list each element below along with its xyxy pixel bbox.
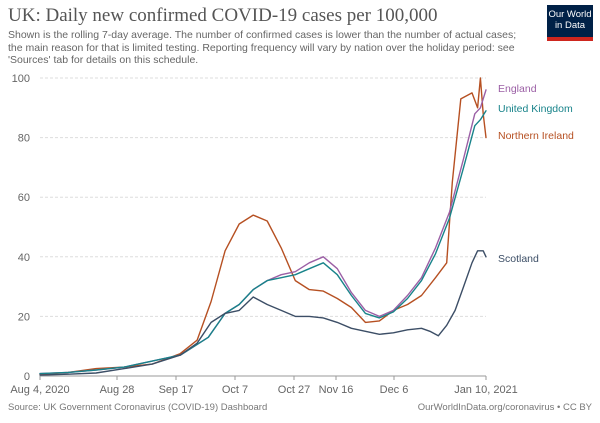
owid-logo[interactable]: Our World in Data bbox=[547, 5, 593, 41]
legend-labels: Northern Ireland England United Kingdom Sco… bbox=[498, 83, 574, 265]
series-label-united-kingdom[interactable]: United Kingdom bbox=[498, 103, 573, 115]
gridlines bbox=[40, 77, 486, 377]
x-tick-label: Sep 17 bbox=[159, 384, 194, 396]
x-tick-label: Oct 7 bbox=[222, 384, 248, 396]
series-line-england[interactable] bbox=[39, 89, 487, 375]
series-label-england[interactable]: England bbox=[498, 83, 537, 95]
chart-subtitle: Shown is the rolling 7-day average. The … bbox=[8, 29, 517, 66]
y-tick-label: 0 bbox=[24, 371, 30, 383]
series-label-scotland[interactable]: Scotland bbox=[498, 253, 539, 265]
x-tick-label: Aug 28 bbox=[100, 384, 135, 396]
source-note[interactable]: Source: UK Government Coronavirus (COVID… bbox=[8, 402, 268, 413]
y-tick-label: 80 bbox=[18, 133, 30, 145]
x-axis: Aug 4, 2020 Aug 28 Sep 17 Oct 7 Oct 27 Nov 16… bbox=[10, 376, 518, 396]
logo-line-1: Our World bbox=[548, 9, 592, 20]
series-label-northern-ireland[interactable]: Northern Ireland bbox=[498, 130, 574, 142]
series-lines bbox=[39, 77, 487, 376]
x-tick-label: Oct 27 bbox=[278, 384, 310, 396]
logo-accent-bar bbox=[547, 37, 593, 41]
x-tick-label: Dec 6 bbox=[380, 384, 409, 396]
y-tick-label: 20 bbox=[18, 311, 30, 323]
chart-title: UK: Daily new confirmed COVID-19 cases p… bbox=[8, 5, 438, 26]
y-tick-label: 40 bbox=[18, 252, 30, 264]
x-tick-label: Aug 4, 2020 bbox=[10, 384, 69, 396]
credit-link[interactable]: OurWorldInData.org/coronavirus • CC BY bbox=[417, 402, 592, 413]
x-tick-label: Nov 16 bbox=[319, 384, 354, 396]
series-line-united-kingdom[interactable] bbox=[39, 110, 487, 375]
y-tick-label: 60 bbox=[18, 192, 30, 204]
y-axis: 0 20 40 60 80 100 bbox=[12, 73, 30, 383]
y-tick-label: 100 bbox=[12, 73, 30, 85]
logo-line-2: in Data bbox=[554, 20, 586, 31]
series-line-scotland[interactable] bbox=[39, 250, 487, 376]
series-line-northern-ireland[interactable] bbox=[39, 77, 487, 376]
x-tick-label: Jan 10, 2021 bbox=[454, 384, 518, 396]
